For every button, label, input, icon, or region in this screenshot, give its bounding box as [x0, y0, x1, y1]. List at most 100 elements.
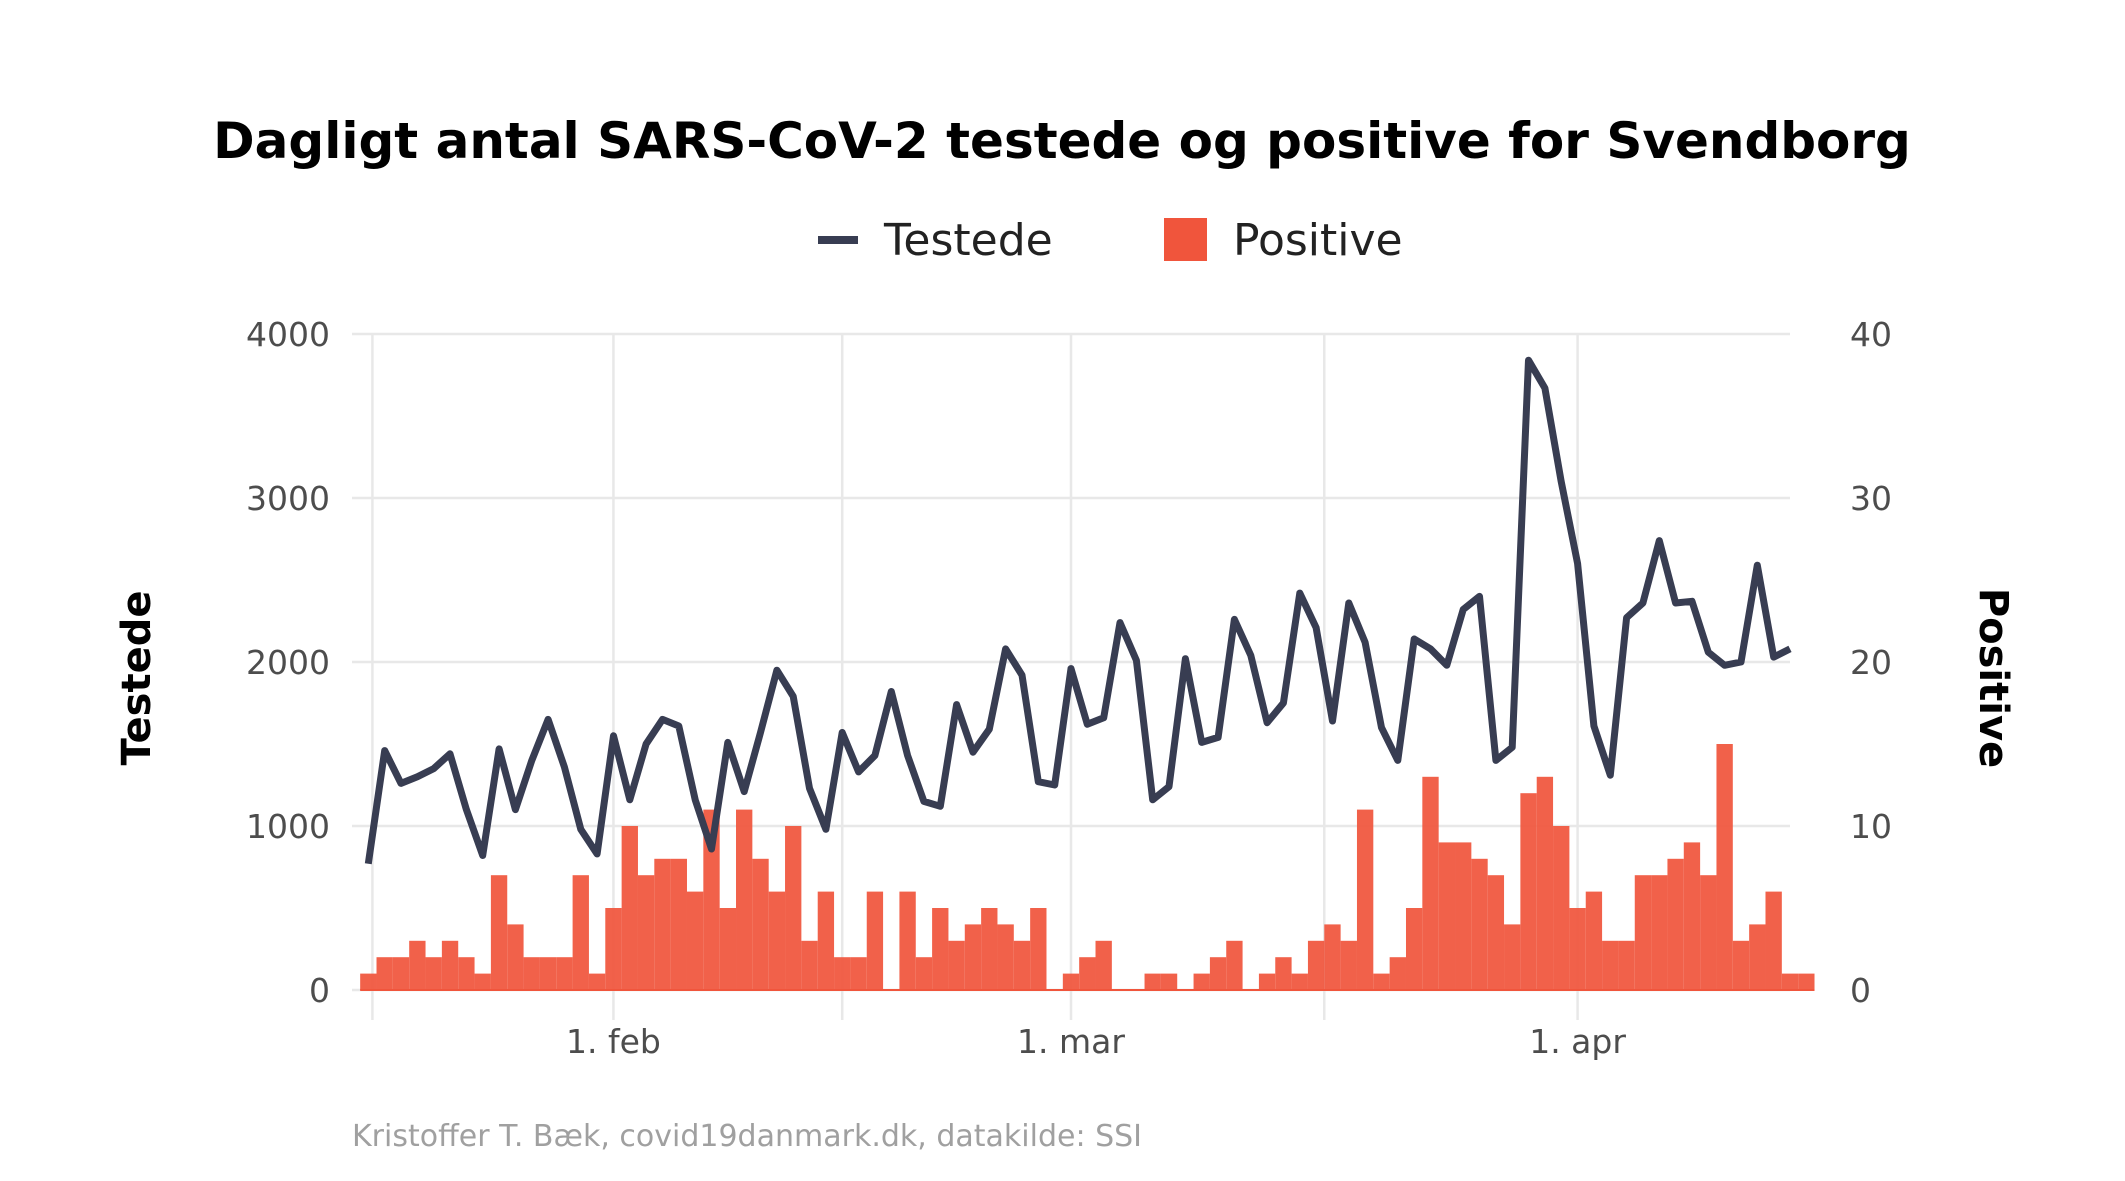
positive-bar [981, 908, 998, 990]
positive-bar [932, 908, 949, 990]
positive-bar [1422, 776, 1439, 990]
y-axis-left-title: Testede [114, 591, 160, 766]
y-right-tick-label: 20 [1850, 643, 1892, 682]
positive-bar [441, 940, 459, 990]
positive-bar [376, 957, 393, 990]
positive-bar [1471, 858, 1488, 990]
positive-bar [1602, 940, 1619, 990]
positive-bar [850, 957, 867, 990]
y-right-tick-label: 0 [1850, 971, 1871, 1010]
positive-bar [1765, 891, 1782, 990]
positive-bar [1732, 940, 1750, 990]
positive-bar [637, 875, 655, 990]
positive-bar [1079, 957, 1096, 990]
positive-bar [915, 957, 933, 990]
positive-bar [539, 957, 557, 990]
positive-bar [1667, 858, 1684, 990]
y-left-tick-label: 0 [309, 971, 330, 1010]
y-left-tick-label: 3000 [246, 479, 330, 518]
positive-bar [948, 940, 965, 990]
positive-bar [1438, 842, 1456, 990]
positive-bar [1487, 875, 1505, 990]
positive-bar [556, 957, 573, 990]
positive-bar [1716, 744, 1733, 990]
positive-bar [1634, 875, 1652, 990]
legend: Testede Positive [818, 215, 1403, 266]
y-left-tick-label: 2000 [246, 643, 330, 682]
positive-bar [670, 858, 687, 990]
legend-swatch-positive [1164, 218, 1207, 261]
chart-caption: Kristoffer T. Bæk, covid19danmark.dk, da… [352, 1119, 1142, 1154]
positive-bar [1144, 973, 1161, 990]
positive-bar [1585, 891, 1603, 990]
positive-bar [997, 924, 1014, 990]
y-axis-right-ticks: 0 10 20 30 40 [1850, 315, 1892, 1010]
positive-bar [1781, 973, 1799, 990]
x-tick-label: 1. feb [566, 1022, 661, 1061]
positive-bar [474, 973, 491, 990]
positive-bar [1553, 826, 1570, 990]
positive-bar [1193, 973, 1210, 990]
positive-bar [1291, 973, 1308, 990]
positive-bar [507, 924, 524, 990]
y-right-tick-label: 30 [1850, 479, 1892, 518]
positive-bar [1455, 842, 1472, 990]
positive-bar [1160, 973, 1178, 990]
x-axis-ticks: 1. feb 1. mar 1. apr [566, 1022, 1626, 1061]
positive-bar [1749, 924, 1766, 990]
positive-bar [866, 891, 884, 990]
positive-bar [1569, 908, 1586, 990]
positive-bar [458, 957, 475, 990]
positive-bar [1030, 908, 1047, 990]
x-tick-label: 1. apr [1529, 1022, 1626, 1061]
chart-title: Dagligt antal SARS-CoV-2 testede og posi… [213, 112, 1911, 170]
positive-bar [409, 940, 426, 990]
positive-bar [1651, 875, 1668, 990]
positive-bar [1095, 940, 1112, 990]
positive-bar [686, 891, 704, 990]
y-axis-left-ticks: 0 1000 2000 3000 4000 [246, 315, 330, 1010]
positive-bar [1520, 793, 1537, 990]
positive-bar [654, 858, 671, 990]
positive-bar [1307, 940, 1325, 990]
positive-bar [1405, 908, 1423, 990]
positive-bar [490, 875, 508, 990]
positive-bar [588, 973, 606, 990]
positive-bar [1013, 940, 1031, 990]
positive-bar [392, 957, 410, 990]
positive-bar [1356, 809, 1374, 990]
positive-bar [801, 940, 818, 990]
positive-bar [621, 826, 638, 990]
positive-bar [817, 891, 835, 990]
positive-bar [1258, 973, 1276, 990]
legend-label-positive: Positive [1233, 215, 1403, 266]
positive-bar [1683, 842, 1701, 990]
positive-bar [1209, 957, 1227, 990]
positive-bar [785, 826, 802, 990]
positive-bar [1340, 940, 1357, 990]
positive-bar [1062, 973, 1080, 990]
positive-bar [736, 809, 753, 990]
positive-bar [572, 875, 589, 990]
positive-bar [360, 973, 377, 990]
positive-bar [1700, 875, 1717, 990]
positive-bar [752, 858, 769, 990]
positive-bar [1373, 973, 1390, 990]
legend-label-testede: Testede [883, 215, 1053, 266]
positive-bar [834, 957, 851, 990]
positive-bar [1504, 924, 1521, 990]
testede-line-layer [364, 356, 1792, 865]
positive-bar [1275, 957, 1292, 990]
positive-bar [1226, 940, 1243, 990]
positive-bar [523, 957, 540, 990]
y-right-tick-label: 10 [1850, 807, 1892, 846]
positive-bars [360, 744, 1815, 991]
positive-bar [703, 809, 720, 990]
positive-bar [605, 908, 622, 990]
y-axis-right-title: Positive [1970, 588, 2016, 768]
positive-bar [425, 957, 442, 990]
positive-bar [899, 891, 916, 990]
testede-line [364, 356, 1792, 865]
positive-bar [768, 891, 786, 990]
